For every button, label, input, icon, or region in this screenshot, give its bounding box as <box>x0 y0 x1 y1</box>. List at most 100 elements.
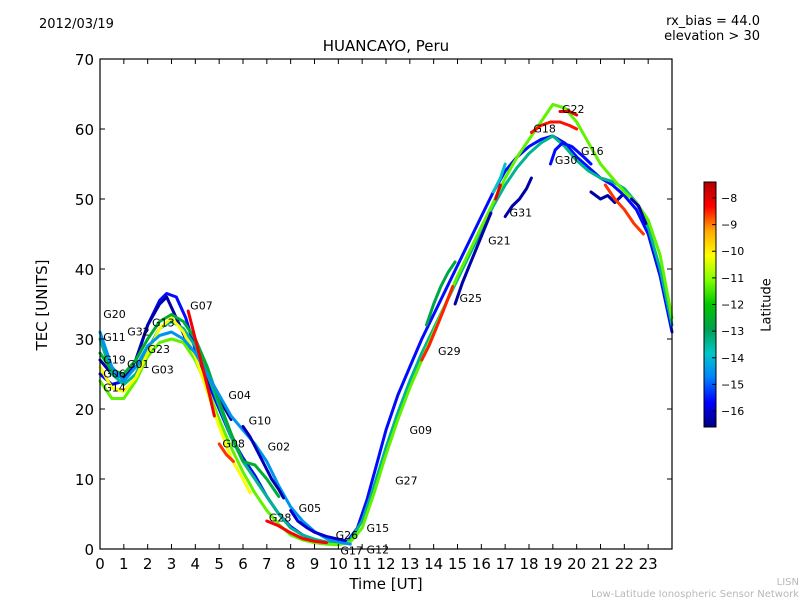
satellite-label: G18 <box>533 123 556 136</box>
series-line-trace-m <box>425 260 457 327</box>
colorbar-tick-label: −15 <box>721 378 744 391</box>
satellite-label: G29 <box>438 345 461 358</box>
x-tick-label: 20 <box>567 555 586 573</box>
x-tick-label: 7 <box>262 555 272 573</box>
y-tick-label: 20 <box>75 401 94 419</box>
satellite-label: G28 <box>269 512 292 525</box>
x-tick-label: 2 <box>143 555 153 573</box>
y-tick-label: 30 <box>75 331 94 349</box>
y-tick-label: 60 <box>75 121 94 139</box>
satellite-label: G02 <box>268 440 291 453</box>
x-tick-label: 0 <box>95 555 105 573</box>
series-line-trace-x <box>491 162 507 194</box>
y-tick-label: 40 <box>75 261 94 279</box>
x-tick-label: 23 <box>639 555 658 573</box>
satellite-label: G30 <box>555 154 578 167</box>
x-tick-label: 14 <box>424 555 443 573</box>
satellite-label: G03 <box>151 363 174 376</box>
x-tick-label: 13 <box>400 555 419 573</box>
series-line-trace-e <box>98 316 252 495</box>
satellite-label: G19 <box>103 354 126 367</box>
satellite-label: G27 <box>395 475 418 488</box>
series-line-trace-q <box>494 183 502 201</box>
x-tick-label: 15 <box>448 555 467 573</box>
date-label: 2012/03/19 <box>39 17 114 32</box>
x-tick-label: 9 <box>310 555 320 573</box>
satellite-label: G20 <box>103 308 126 321</box>
series-line-trace-i <box>217 442 235 463</box>
series-line-trace-v <box>603 183 645 236</box>
series-line-trace-n <box>420 285 455 362</box>
colorbar-tick-label: −8 <box>721 192 737 205</box>
series-line-trace-k <box>289 509 347 543</box>
series-line-trace-l <box>265 519 328 545</box>
colorbar-tick-label: −14 <box>721 352 744 365</box>
x-tick-label: 3 <box>167 555 177 573</box>
satellite-label: G23 <box>147 343 170 356</box>
x-tick-label: 1 <box>119 555 129 573</box>
x-tick-label: 21 <box>591 555 610 573</box>
y-tick-label: 50 <box>75 191 94 209</box>
y-tick-label: 0 <box>84 541 94 559</box>
colorbar-tick-label: −11 <box>721 272 744 285</box>
satellite-label: G17 <box>340 545 363 558</box>
satellite-label: G26 <box>336 529 359 542</box>
credit-long: Low-Latitude Ionospheric Sensor Network <box>591 589 799 600</box>
x-tick-label: 17 <box>496 555 515 573</box>
satellite-label: G16 <box>581 145 604 158</box>
satellite-label: G04 <box>228 389 251 402</box>
x-tick-label: 16 <box>472 555 491 573</box>
colorbar-tick-label: −12 <box>721 299 744 312</box>
satellite-label: G22 <box>562 103 585 116</box>
y-tick-label: 70 <box>75 51 94 69</box>
plot-frame <box>99 58 673 550</box>
satellite-label: G31 <box>510 207 533 220</box>
series-line-trace-w <box>630 197 648 225</box>
satellite-label: G13 <box>152 316 175 329</box>
series-layer <box>98 103 674 547</box>
chart-title: HUANCAYO, Peru <box>322 37 450 55</box>
series-line-trace-f <box>98 313 281 498</box>
satellite-label: G21 <box>488 235 511 248</box>
series-line-trace-s <box>558 110 579 117</box>
elevation-label: elevation > 30 <box>664 29 760 44</box>
x-tick-label: 11 <box>353 555 372 573</box>
series-line-trace-t <box>549 141 593 166</box>
x-tick-label: 4 <box>191 555 201 573</box>
series-line-trace-r <box>529 120 579 134</box>
rx-bias-label: rx_bias = 44.0 <box>666 14 760 29</box>
x-tick-label: 5 <box>214 555 224 573</box>
colorbar-tick-label: −10 <box>721 245 744 258</box>
satellite-label: G10 <box>249 414 272 427</box>
x-tick-label: 10 <box>329 555 348 573</box>
satellite-label: G01 <box>127 358 150 371</box>
colorbar-tick-label: −13 <box>721 325 744 338</box>
satellite-label: G12 <box>367 543 390 556</box>
satellite-label: G15 <box>367 522 390 535</box>
satellite-label: G32 <box>127 326 150 339</box>
x-tick-label: 6 <box>238 555 248 573</box>
satellite-label: G08 <box>222 438 245 451</box>
satellite-label: G07 <box>190 300 213 313</box>
satellite-label: G09 <box>409 424 432 437</box>
series-line-trace-c <box>98 134 674 545</box>
series-line-trace-o <box>453 211 493 306</box>
satellite-label: G14 <box>103 382 126 395</box>
credit-short: LISN <box>776 577 799 588</box>
colorbar-tick-label: −16 <box>721 405 744 418</box>
satellite-label: G25 <box>460 292 483 305</box>
colorbar-tick-label: −9 <box>721 219 737 232</box>
series-line-trace-h <box>186 309 216 418</box>
x-tick-label: 12 <box>376 555 395 573</box>
series-line-trace-p <box>503 176 533 218</box>
satellite-label: G11 <box>103 331 126 344</box>
x-tick-label: 19 <box>543 555 562 573</box>
x-tick-label: 22 <box>615 555 634 573</box>
x-tick-label: 18 <box>519 555 538 573</box>
x-axis-label: Time [UT] <box>349 575 423 593</box>
series-line-trace-g <box>98 330 352 546</box>
axes: 0 1 2 3 4 5 6 7 8 9 10 11 12 13 14 15 16 17 18 19 20 21 22 2301… <box>75 51 673 573</box>
params-label: rx_bias = 44.0 elevation > 30 <box>664 14 760 44</box>
